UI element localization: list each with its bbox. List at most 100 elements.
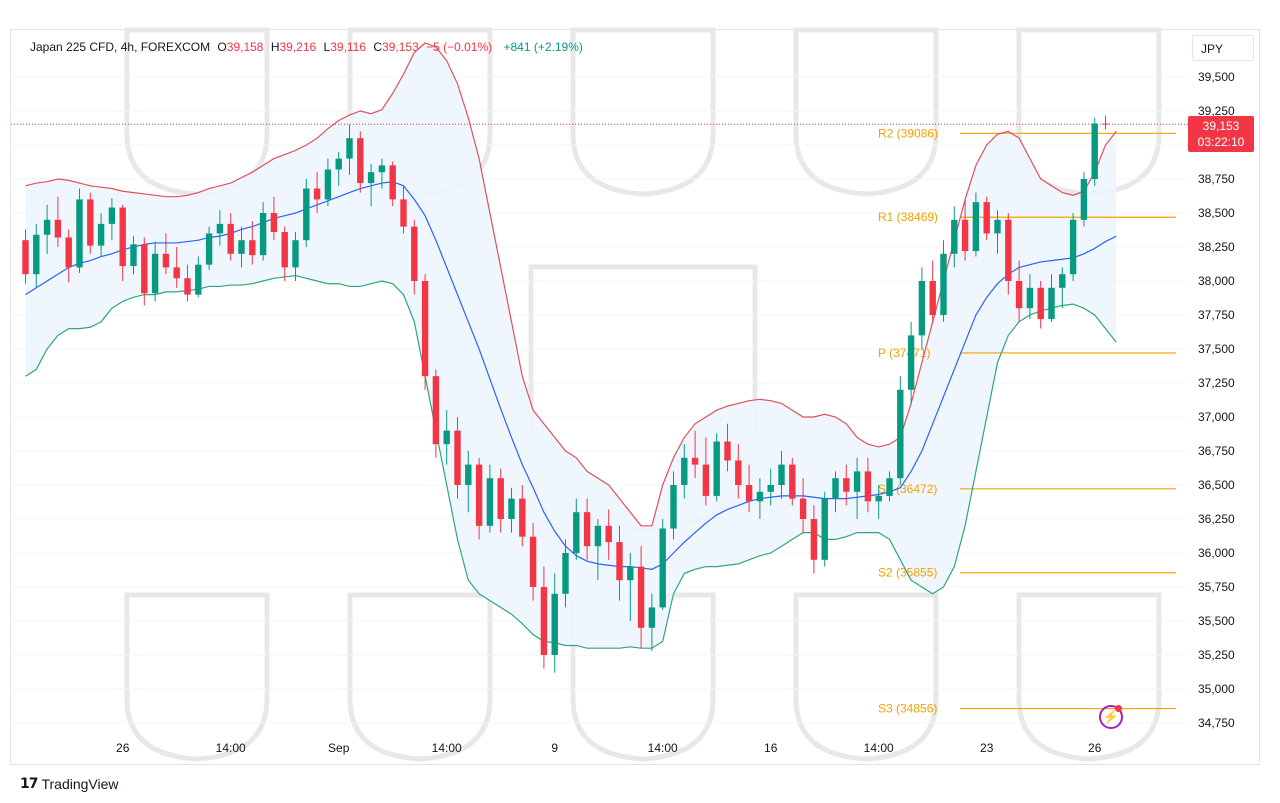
candle-body — [486, 478, 494, 526]
day-change: +841 (+2.19%) — [503, 40, 583, 54]
candle-body — [1048, 287, 1055, 320]
candle-body — [681, 457, 688, 485]
candle-body — [141, 244, 148, 294]
candle-body — [562, 553, 569, 594]
candle-body — [886, 478, 893, 496]
y-tick-label: 35,250 — [1198, 648, 1235, 662]
x-tick-label: 26 — [116, 741, 130, 755]
x-axis: 26 14:00 Sep 14:00 9 14:00 16 14:00 23 26 — [116, 741, 1102, 755]
candle-body — [1059, 274, 1066, 288]
symbol-legend: Japan 225 CFD, 4h, FOREXCOM O39,158 H39,… — [30, 40, 583, 54]
candle-body — [292, 240, 299, 268]
candle-body — [843, 478, 850, 492]
candle-body — [357, 138, 364, 184]
candle-body — [702, 464, 710, 496]
candle-body — [551, 593, 558, 655]
y-tick-label: 35,000 — [1198, 682, 1235, 696]
candle-body — [33, 234, 40, 275]
candle-body — [97, 223, 105, 246]
x-tick-label: 14:00 — [216, 741, 246, 755]
tradingview-brand[interactable]: 17 TradingView — [20, 775, 119, 793]
candle-body — [335, 158, 342, 170]
candle-body — [670, 485, 677, 529]
candle-body — [972, 202, 980, 252]
bar-countdown: 03:22:10 — [1198, 135, 1245, 149]
high-label: H — [270, 40, 280, 54]
tradingview-logo-icon: 17 — [20, 776, 39, 792]
low-value: 39,116 — [330, 40, 367, 54]
x-tick-label: 14:00 — [648, 741, 678, 755]
candle-body — [659, 528, 666, 608]
watermark-shield-icon — [793, 27, 939, 197]
y-tick-label: 37,250 — [1198, 376, 1235, 390]
y-tick-label: 39,250 — [1198, 104, 1235, 118]
candle-body — [897, 389, 904, 479]
notification-dot — [1115, 705, 1122, 712]
candle-body — [627, 566, 634, 581]
candle-body — [929, 281, 936, 315]
last-price-value: 39,153 — [1203, 119, 1240, 133]
candle-body — [303, 188, 310, 241]
candle-body — [87, 199, 94, 246]
candle-body — [1005, 219, 1012, 281]
candle-body — [1091, 123, 1098, 179]
candle-body — [119, 207, 126, 267]
candle-body — [1037, 287, 1044, 320]
candle-body — [205, 233, 213, 265]
high-value: 39,216 — [279, 40, 317, 54]
candle-body — [994, 219, 1001, 234]
candle-body — [216, 223, 224, 234]
candle-body — [583, 512, 591, 547]
y-tick-label: 38,000 — [1198, 274, 1235, 288]
grid-lines — [11, 76, 1185, 724]
brand-name: TradingView — [41, 776, 119, 792]
candle-body — [605, 525, 612, 543]
candle-body — [151, 253, 159, 294]
candle-body — [54, 219, 62, 238]
candle-body — [43, 219, 51, 235]
currency-button[interactable]: JPY — [1192, 35, 1254, 61]
watermark-shield-icon — [570, 27, 716, 197]
y-tick-label: 37,500 — [1198, 342, 1235, 356]
candle-body — [778, 464, 785, 485]
x-tick-label: 23 — [980, 741, 994, 755]
pivot-label-r2: R2 (39086) — [878, 126, 938, 140]
candle-body — [864, 471, 872, 502]
symbol-title[interactable]: Japan 225 CFD, 4h, FOREXCOM — [30, 40, 211, 54]
candle-body — [76, 199, 83, 268]
candle-body — [432, 376, 440, 445]
y-tick-label: 36,500 — [1198, 478, 1235, 492]
candle-body — [616, 542, 623, 581]
y-tick-label: 36,000 — [1198, 546, 1235, 560]
pivot-label-s1: S1 (36472) — [878, 482, 937, 496]
watermark-shield-icon — [570, 592, 716, 762]
open-label: O — [217, 40, 227, 54]
candle-body — [1102, 123, 1109, 125]
y-tick-label: 34,750 — [1198, 716, 1235, 730]
y-tick-label: 38,750 — [1198, 172, 1235, 186]
candle-body — [411, 226, 418, 281]
candle-body — [983, 202, 990, 234]
lightning-bolt-icon[interactable]: ⚡ — [1099, 705, 1123, 729]
candle-body — [1015, 281, 1023, 309]
lower-band-line — [25, 274, 1117, 649]
candle-body — [497, 478, 504, 519]
candle-body — [1026, 287, 1034, 309]
candle-body — [454, 430, 461, 485]
candle-body — [475, 464, 483, 526]
candle-body — [400, 199, 407, 227]
pivot-label-s3: S3 (34856) — [878, 702, 937, 716]
candle-body — [281, 232, 288, 268]
candle-body — [443, 430, 450, 445]
band-fill-area — [25, 43, 1117, 649]
candle-body — [810, 519, 818, 560]
x-tick-label: Sep — [328, 741, 350, 755]
candle-body — [346, 138, 353, 159]
candle-body — [735, 460, 742, 485]
candle-body — [249, 240, 256, 256]
x-tick-label: 9 — [551, 741, 558, 755]
candle-body — [313, 188, 321, 200]
candle-body — [421, 281, 429, 377]
y-tick-label: 36,750 — [1198, 444, 1235, 458]
